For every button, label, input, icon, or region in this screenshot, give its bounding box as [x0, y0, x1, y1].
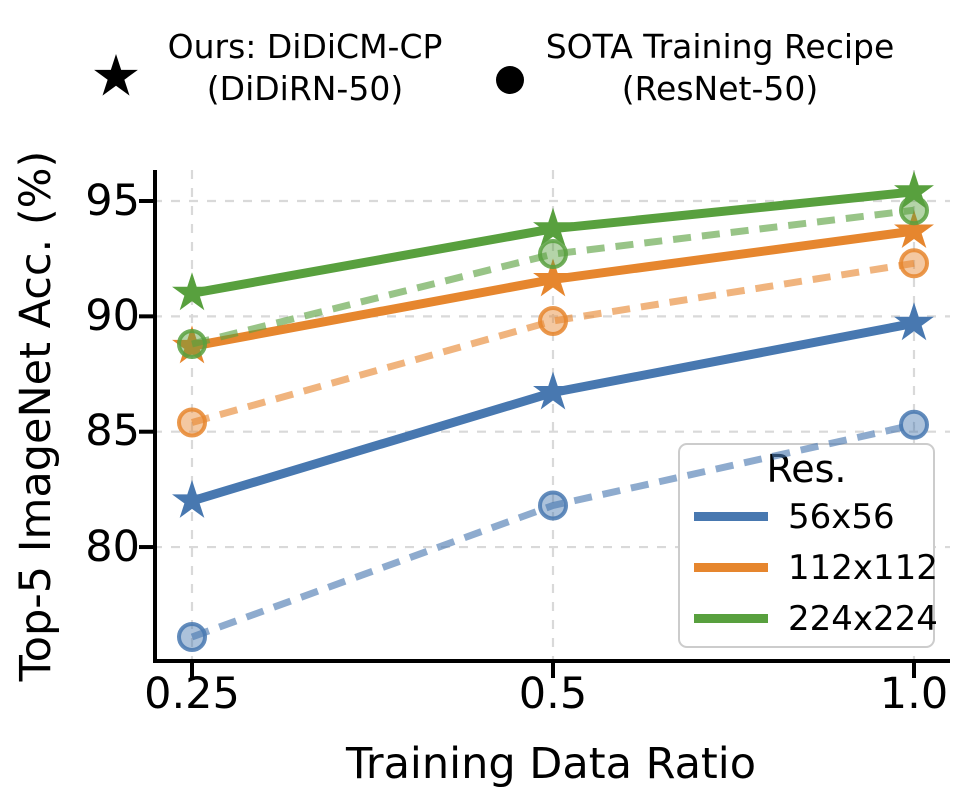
legend-item-label: 56x56	[788, 496, 895, 537]
star-marker-112x112	[533, 258, 573, 297]
x-tick-label: 1.0	[879, 669, 949, 719]
star-marker-224x224	[533, 207, 573, 246]
circle-marker-112x112	[538, 305, 568, 336]
figure-legend-sota-label: SOTA Training Recipe (ResNet-50)	[518, 26, 922, 110]
y-axis-label: Top-5 ImageNet Acc. (%)	[11, 150, 61, 682]
data-series	[172, 170, 934, 653]
x-axis-label: Training Data Ratio	[345, 739, 757, 789]
circle-icon	[496, 66, 524, 94]
y-tick-label: 85	[85, 406, 140, 457]
circle-marker-224x224	[177, 329, 207, 360]
y-tick-label: 95	[85, 175, 140, 226]
star-marker-224x224	[172, 272, 212, 311]
legend-line-swatch	[694, 512, 768, 521]
star-marker-112x112	[172, 325, 212, 364]
circle-marker-112x112	[177, 407, 207, 438]
legend-item-112x112: 112x112	[680, 542, 938, 593]
star-marker-56x56	[894, 302, 934, 341]
x-tick-label: 0.5	[518, 669, 588, 719]
star-marker-56x56	[533, 371, 573, 410]
series-line-56x56-sota	[190, 421, 915, 641]
figure-legend-ours-line2: (DiDiRN-50)	[206, 69, 404, 108]
x-tick-label: 0.25	[144, 669, 240, 719]
y-tick-label: 80	[85, 521, 140, 572]
legend-line-swatch	[694, 614, 768, 623]
y-tick-label: 90	[85, 290, 140, 341]
legend-item-224x224: 224x224	[680, 593, 938, 644]
circle-marker-224x224	[538, 239, 568, 270]
figure-legend-ours-line1: Ours: DiDiCM-CP	[167, 27, 443, 66]
figure-legend-sota-line1: SOTA Training Recipe	[545, 27, 895, 66]
series-line-112x112-sota	[191, 259, 915, 426]
star-icon	[94, 54, 138, 96]
circle-marker-56x56	[177, 622, 207, 653]
legend-item-label: 112x112	[788, 547, 938, 588]
star-marker-112x112	[894, 209, 934, 248]
legend-line-swatch	[694, 563, 768, 572]
figure-legend-ours-label: Ours: DiDiCM-CP (DiDiRN-50)	[138, 26, 472, 110]
star-marker-224x224	[894, 170, 934, 209]
circle-marker-56x56	[899, 409, 929, 440]
plot-area: Res. 56x56 112x112 224x224 80 85 90 95 0.25 0.5…	[85, 170, 950, 716]
circle-marker-224x224	[899, 195, 929, 226]
legend-item-label: 224x224	[788, 598, 938, 639]
series-line-224x224-sota	[191, 206, 915, 348]
chart-legend: Res. 56x56 112x112 224x224	[678, 443, 938, 648]
figure-legend-sota-line2: (ResNet-50)	[621, 69, 819, 108]
circle-marker-112x112	[899, 248, 929, 279]
star-marker-56x56	[172, 479, 212, 518]
series-line-56x56-ours	[187, 318, 919, 506]
grid-and-axes	[139, 170, 950, 678]
legend-item-56x56: 56x56	[680, 491, 933, 542]
circle-marker-56x56	[538, 490, 568, 521]
